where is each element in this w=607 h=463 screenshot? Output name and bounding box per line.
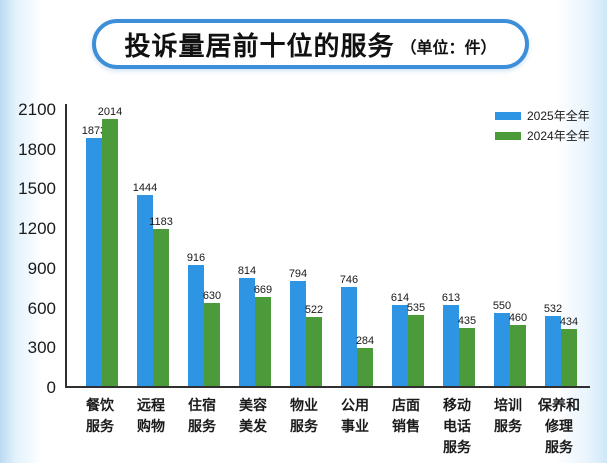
legend-swatch-2025 (495, 111, 521, 120)
x-tick-label-物业服务: 物业 服务 (290, 397, 318, 434)
bar-value-label: 434 (559, 315, 579, 328)
y-tick-label: 1500 (18, 179, 56, 199)
bar-2024-美容美发 (255, 297, 271, 386)
legend-label-2025: 2025年全年 (527, 109, 590, 123)
legend-label-2024: 2024年全年 (527, 129, 590, 143)
y-tick-label: 2100 (18, 100, 56, 119)
legend-item-2025: 2025年全年 (495, 107, 590, 124)
bar-2024-店面销售 (408, 315, 424, 386)
bar-2025-美容美发 (239, 278, 255, 386)
x-tick-label-美容美发: 美容 美发 (239, 397, 267, 434)
bar-2025-餐饮服务 (86, 138, 102, 386)
bar-value-label: 613 (441, 291, 461, 304)
plot-area: 1873 2014 1444 1183 916 630 814 669 794 522 746 284… (65, 104, 590, 388)
bar-value-label: 460 (508, 312, 528, 325)
bar-value-label: 916 (186, 251, 206, 264)
bar-2024-移动电话服务 (459, 328, 475, 386)
bar-value-label: 1183 (149, 216, 173, 229)
y-tick-label: 1800 (18, 139, 56, 159)
bar-2024-保养和修理服务 (561, 328, 577, 386)
bar-2025-住宿服务 (188, 264, 204, 386)
bar-2025-公用事业 (341, 287, 357, 386)
bar-value-label: 535 (406, 302, 426, 315)
bar-2025-移动电话服务 (443, 304, 459, 386)
x-tick-label-移动电话服务: 移动 电话 服务 (443, 397, 471, 455)
bar-2025-店面销售 (392, 304, 408, 386)
bar-2025-远程购物 (137, 194, 153, 386)
bar-value-label: 630 (202, 289, 222, 302)
chart-title: 投诉量居前十位的服务 (124, 30, 395, 61)
bar-value-label: 2014 (97, 106, 123, 119)
y-tick-label: 1200 (18, 219, 56, 239)
legend-swatch-2024 (495, 131, 521, 140)
bar-value-label: 522 (304, 303, 324, 316)
bar-value-label: 532 (543, 302, 563, 315)
legend-item-2024: 2024年全年 (495, 127, 590, 144)
y-tick-label: 600 (27, 298, 56, 318)
chart-title-unit: （单位：件） (400, 40, 497, 57)
bar-value-label: 669 (253, 284, 273, 297)
bar-2024-公用事业 (357, 348, 373, 386)
bar-2024-住宿服务 (204, 302, 220, 386)
bar-value-label: 550 (492, 300, 512, 313)
bar-2025-物业服务 (290, 280, 306, 386)
y-tick-label: 300 (27, 338, 56, 358)
bar-value-label: 284 (355, 335, 375, 348)
bar-2025-培训服务 (494, 313, 510, 386)
x-tick-label-培训服务: 培训 服务 (494, 397, 522, 434)
chart-title-box: 投诉量居前十位的服务 （单位：件） (92, 19, 529, 69)
bar-2025-保养和修理服务 (545, 315, 561, 386)
bar-value-label: 794 (288, 267, 308, 280)
x-tick-label-住宿服务: 住宿 服务 (188, 397, 216, 434)
bar-2024-物业服务 (306, 316, 322, 386)
bar-value-label: 1873 (81, 125, 107, 138)
bar-value-label: 614 (390, 291, 410, 304)
bar-2024-远程购物 (153, 229, 169, 386)
bar-2024-培训服务 (510, 325, 526, 386)
x-tick-label-公用事业: 公用 事业 (341, 397, 369, 434)
y-tick-label: 0 (46, 378, 56, 397)
x-tick-label-保养和修理服务: 保养和 修理 服务 (538, 397, 580, 455)
x-tick-label-远程购物: 远程 购物 (137, 397, 165, 434)
x-tick-label-店面销售: 店面 销售 (392, 397, 420, 434)
bar-value-label: 1444 (132, 181, 158, 194)
bar-value-label: 435 (457, 315, 477, 328)
bar-value-label: 746 (339, 274, 359, 287)
x-tick-label-餐饮服务: 餐饮 服务 (86, 397, 114, 434)
legend: 2025年全年 2024年全年 (495, 107, 590, 144)
bar-2024-餐饮服务 (102, 119, 118, 386)
y-tick-label: 900 (27, 258, 56, 278)
bar-value-label: 814 (237, 265, 257, 278)
